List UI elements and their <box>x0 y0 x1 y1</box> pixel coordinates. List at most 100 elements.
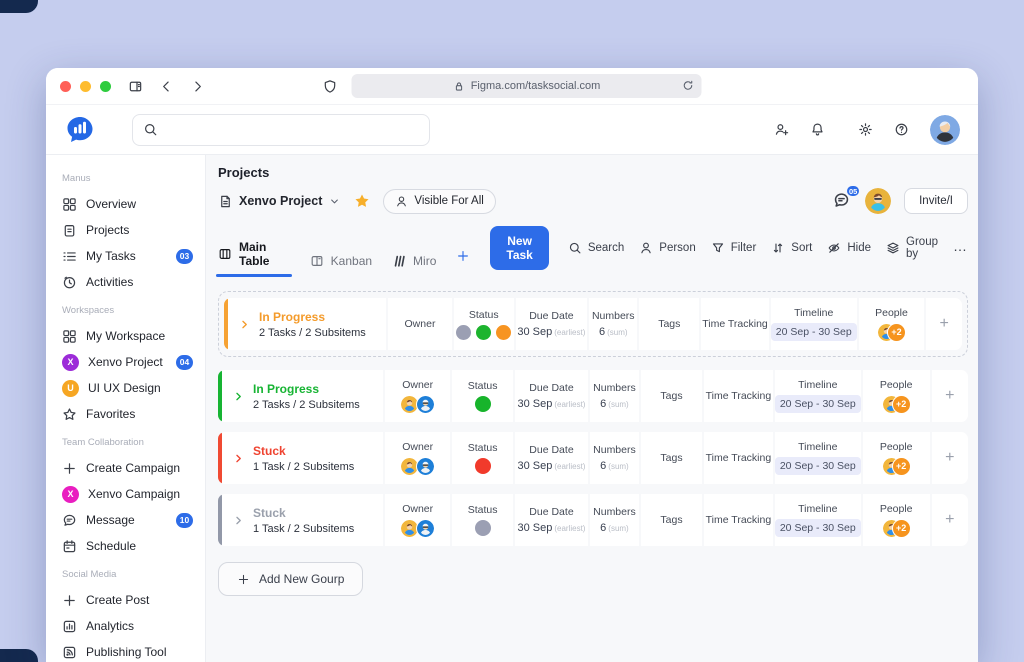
time-tracking-cell[interactable]: Time Tracking <box>701 298 769 350</box>
sidebar-item-ui-ux-design[interactable]: U UI UX Design <box>62 375 205 401</box>
search-input[interactable] <box>166 122 419 137</box>
numbers-cell[interactable]: Numbers 6 (sum) <box>589 298 638 350</box>
add-column-cell[interactable]: + <box>931 370 968 422</box>
project-selector[interactable]: Xenvo Project <box>218 194 341 209</box>
timeline-cell[interactable]: Timeline 20 Sep - 30 Sep <box>770 298 857 350</box>
sidebar-item-favorites[interactable]: Favorites <box>62 401 205 427</box>
add-view-button[interactable] <box>456 249 470 277</box>
status-cell[interactable]: Status <box>452 494 514 546</box>
add-new-group-button[interactable]: Add New Gourp <box>218 562 364 596</box>
global-search[interactable] <box>132 113 430 146</box>
people-cell[interactable]: People +2 <box>858 298 925 350</box>
tab-kanban[interactable]: Kanban <box>310 254 372 277</box>
member-avatar[interactable] <box>865 188 891 214</box>
more-options-icon[interactable]: … <box>953 238 968 254</box>
forward-icon[interactable] <box>190 79 205 94</box>
invite-user-icon[interactable] <box>774 122 789 137</box>
due-date-cell[interactable]: Due Date 30 Sep (earliest) <box>515 432 588 484</box>
minimize-window-button[interactable] <box>80 80 91 92</box>
help-icon[interactable] <box>894 122 909 137</box>
numbers-cell[interactable]: Numbers 6 (sum) <box>589 494 640 546</box>
group-row[interactable]: Stuck 1 Task / 2 Subsitems Owner Status <box>218 494 968 546</box>
due-date-cell[interactable]: Due Date 30 Sep (earliest) <box>515 298 588 350</box>
people-cell[interactable]: People +2 <box>862 370 930 422</box>
sidebar-item-my-workspace[interactable]: My Workspace <box>62 323 205 349</box>
status-cell[interactable]: Status <box>452 370 514 422</box>
shield-icon[interactable] <box>323 79 338 94</box>
sidebar-item-message[interactable]: Message 10 <box>62 507 205 533</box>
tab-main-table[interactable]: Main Table <box>216 240 292 277</box>
people-cell[interactable]: People +2 <box>862 494 930 546</box>
add-column-cell[interactable]: + <box>931 494 968 546</box>
new-task-button[interactable]: New Task <box>490 226 549 270</box>
numbers-cell[interactable]: Numbers 6 (sum) <box>589 432 640 484</box>
sidebar-item-xenvo-campaign[interactable]: X Xenvo Campaign <box>62 481 205 507</box>
tags-cell[interactable]: Tags <box>639 298 700 350</box>
app-logo[interactable] <box>64 114 96 146</box>
owner-cell[interactable]: Owner <box>385 370 451 422</box>
sidebar-item-publishing-tool[interactable]: Publishing Tool <box>62 639 205 662</box>
tags-cell[interactable]: Tags <box>641 370 702 422</box>
sidebar-item-create-campaign[interactable]: Create Campaign <box>62 455 205 481</box>
sidebar-item-projects[interactable]: Projects <box>62 217 205 243</box>
group-info-cell[interactable]: Stuck 1 Task / 2 Subsitems <box>218 494 384 546</box>
owner-cell[interactable]: Owner <box>385 432 451 484</box>
sidebar-item-activities[interactable]: Activities <box>62 269 205 295</box>
time-tracking-cell[interactable]: Time Tracking <box>704 494 773 546</box>
toolbar-filter[interactable]: Filter <box>711 241 756 255</box>
notifications-bell-icon[interactable] <box>810 122 825 137</box>
due-date-cell[interactable]: Due Date 30 Sep (earliest) <box>515 494 588 546</box>
toolbar-hide[interactable]: Hide <box>827 241 871 255</box>
sidebar-item-schedule[interactable]: Schedule <box>62 533 205 559</box>
group-row[interactable]: Stuck 1 Task / 2 Subsitems Owner Status <box>218 432 968 484</box>
due-date-value: 30 Sep <box>517 522 553 534</box>
sidebar-item-xenvo-project[interactable]: X Xenvo Project 04 <box>62 349 205 375</box>
maximize-window-button[interactable] <box>100 80 111 92</box>
project-chat-button[interactable]: 05 <box>832 184 862 211</box>
address-bar[interactable]: Figma.com/tasksocial.com <box>351 74 702 98</box>
browser-sidebar-toggle-icon[interactable] <box>128 79 143 94</box>
group-info-cell[interactable]: In Progress 2 Tasks / 2 Subsitems <box>224 298 387 350</box>
favorite-star-icon[interactable] <box>353 192 371 210</box>
tab-miro[interactable]: Miro <box>392 254 436 277</box>
star-icon <box>62 407 77 422</box>
sidebar-item-analytics[interactable]: Analytics <box>62 613 205 639</box>
sidebar-item-overview[interactable]: Overview <box>62 191 205 217</box>
group-info-cell[interactable]: In Progress 2 Tasks / 2 Subsitems <box>218 370 384 422</box>
toolbar-group-by[interactable]: Group by <box>886 236 938 260</box>
invite-button[interactable]: Invite/I <box>904 188 968 214</box>
user-avatar[interactable] <box>930 115 960 145</box>
refresh-icon[interactable] <box>682 79 695 92</box>
group-info-cell[interactable]: Stuck 1 Task / 2 Subsitems <box>218 432 384 484</box>
close-window-button[interactable] <box>60 80 71 92</box>
timeline-cell[interactable]: Timeline 20 Sep - 30 Sep <box>774 494 861 546</box>
timeline-cell[interactable]: Timeline 20 Sep - 30 Sep <box>774 432 861 484</box>
tags-cell[interactable]: Tags <box>641 432 702 484</box>
status-cell[interactable]: Status <box>453 298 514 350</box>
status-cell[interactable]: Status <box>452 432 514 484</box>
group-row[interactable]: In Progress 2 Tasks / 2 Subsitems Owner … <box>224 298 962 350</box>
due-date-cell[interactable]: Due Date 30 Sep (earliest) <box>515 370 588 422</box>
expand-chevron-icon[interactable] <box>239 319 250 330</box>
tags-cell[interactable]: Tags <box>641 494 702 546</box>
visibility-button[interactable]: Visible For All <box>383 188 496 214</box>
time-tracking-cell[interactable]: Time Tracking <box>704 432 773 484</box>
add-column-cell[interactable]: + <box>931 432 968 484</box>
add-column-cell[interactable]: + <box>926 298 962 350</box>
numbers-cell[interactable]: Numbers 6 (sum) <box>589 370 640 422</box>
sidebar-item-create-post[interactable]: Create Post <box>62 587 205 613</box>
toolbar-person[interactable]: Person <box>639 241 696 255</box>
expand-chevron-icon[interactable] <box>233 515 244 526</box>
expand-chevron-icon[interactable] <box>233 453 244 464</box>
group-row[interactable]: In Progress 2 Tasks / 2 Subsitems Owner … <box>218 370 968 422</box>
time-tracking-cell[interactable]: Time Tracking <box>704 370 773 422</box>
timeline-cell[interactable]: Timeline 20 Sep - 30 Sep <box>774 370 861 422</box>
sidebar-item-my-tasks[interactable]: My Tasks 03 <box>62 243 205 269</box>
people-cell[interactable]: People +2 <box>862 432 930 484</box>
settings-gear-icon[interactable] <box>858 122 873 137</box>
owner-cell[interactable]: Owner <box>385 494 451 546</box>
expand-chevron-icon[interactable] <box>233 391 244 402</box>
back-icon[interactable] <box>159 79 174 94</box>
toolbar-search[interactable]: Search <box>568 241 624 255</box>
toolbar-sort[interactable]: Sort <box>771 241 812 255</box>
